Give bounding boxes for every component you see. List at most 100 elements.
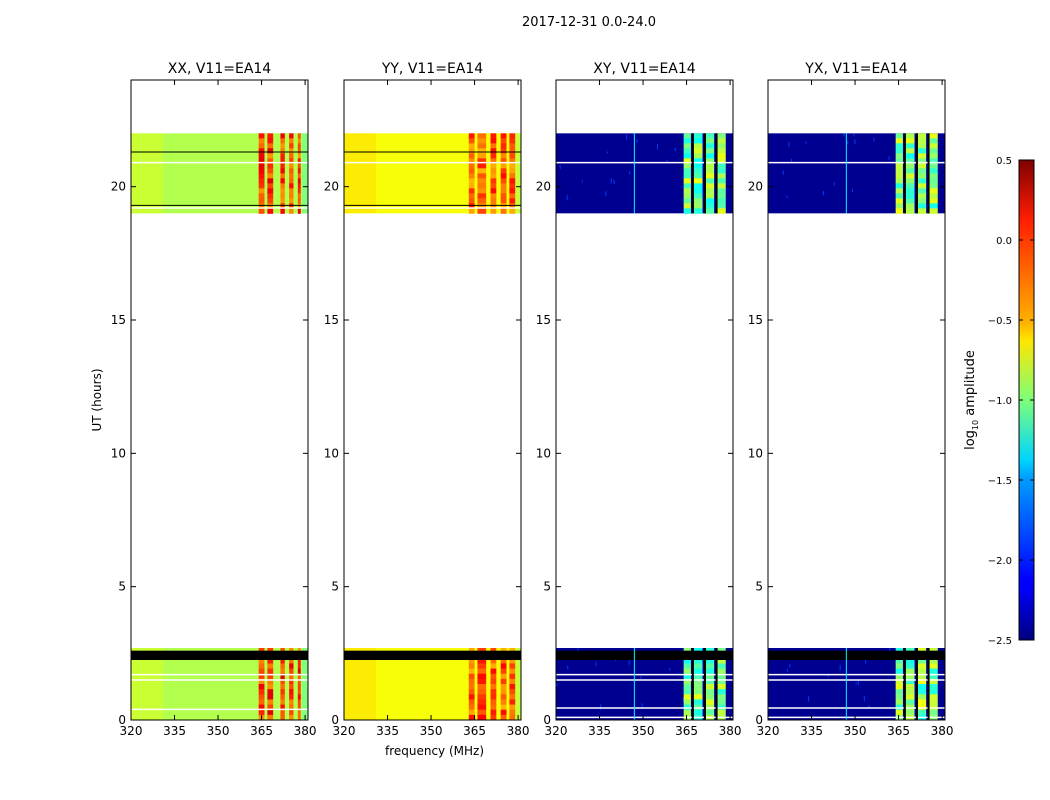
rfi-cell xyxy=(705,663,715,670)
noise-speck xyxy=(628,660,630,665)
rfi-cell xyxy=(490,658,497,664)
rfi-cell xyxy=(258,173,265,179)
rfi-cell xyxy=(477,694,487,700)
rfi-cell xyxy=(267,153,274,159)
rfi-cell xyxy=(929,183,938,189)
noise-speck xyxy=(610,178,612,184)
rfi-cell xyxy=(297,678,301,685)
noise-speck xyxy=(788,141,790,148)
rfi-cell xyxy=(297,163,301,169)
rfi-cell xyxy=(929,663,938,670)
panel-3: YX, V11=EA14 320 335 350 365 380 0 5 10 15 20 xyxy=(748,61,954,738)
rfi-cell xyxy=(509,709,516,716)
rfi-cell xyxy=(895,689,903,695)
rfi-cell xyxy=(468,158,475,164)
rfi-cell xyxy=(917,684,927,690)
rfi-cell xyxy=(490,709,497,716)
rfi-cell xyxy=(297,148,301,154)
rfi-cell xyxy=(895,668,903,675)
rfi-cell xyxy=(717,193,726,199)
rfi-cell xyxy=(917,178,927,184)
rfi-cell xyxy=(705,178,715,184)
rfi-cell xyxy=(280,678,285,685)
rfi-cell xyxy=(490,699,497,706)
rfi-cell xyxy=(705,168,715,174)
rfi-cell xyxy=(509,673,516,680)
rfi-cell xyxy=(490,138,497,144)
y-tick-label: 5 xyxy=(118,580,126,594)
rfi-cell xyxy=(895,153,903,159)
rfi-cell xyxy=(693,678,703,685)
rfi-cell xyxy=(258,668,265,675)
rfi-cell xyxy=(490,673,497,680)
colorbar-label-prefix: log xyxy=(963,430,978,450)
data-block-shade xyxy=(131,133,163,214)
rfi-cell xyxy=(717,148,726,154)
noise-speck xyxy=(641,703,643,709)
x-tick-label: 335 xyxy=(588,724,611,738)
rfi-cell xyxy=(917,148,927,154)
rfi-cell xyxy=(917,678,927,685)
x-tick-label: 350 xyxy=(844,724,867,738)
rfi-cell xyxy=(717,208,726,214)
rfi-cell xyxy=(500,193,507,199)
rfi-cell xyxy=(705,148,715,154)
rfi-cell xyxy=(280,699,285,706)
noise-speck xyxy=(873,137,875,142)
rfi-cell xyxy=(267,138,274,144)
rfi-cell xyxy=(500,173,507,179)
flagged-band xyxy=(131,650,308,660)
rfi-cell xyxy=(929,193,938,199)
rfi-cell xyxy=(267,198,274,204)
rfi-cell xyxy=(258,148,265,154)
rfi-cell xyxy=(509,658,516,664)
flagged-band xyxy=(344,650,521,660)
rfi-cell xyxy=(500,178,507,184)
rfi-cell xyxy=(477,193,487,199)
rfi-cell xyxy=(477,133,487,139)
colorbar-tick-label: −1.5 xyxy=(988,476,1012,487)
rfi-cell xyxy=(267,714,274,721)
rfi-cell xyxy=(258,663,265,670)
rfi-cell xyxy=(297,188,301,194)
rfi-cell xyxy=(468,678,475,685)
rfi-cell xyxy=(297,673,301,680)
rfi-cell xyxy=(693,178,703,184)
rfi-cell xyxy=(683,163,691,169)
rfi-cell xyxy=(693,198,703,204)
rfi-cell xyxy=(509,193,516,199)
rfi-cell xyxy=(905,183,915,189)
rfi-cell xyxy=(258,178,265,184)
rfi-cell xyxy=(280,689,285,695)
y-tick-label: 5 xyxy=(755,580,763,594)
column-gap xyxy=(703,133,706,214)
x-tick-label: 320 xyxy=(757,724,780,738)
rfi-cell xyxy=(683,168,691,174)
rfi-cell xyxy=(297,203,301,209)
colorbar-tick-label: 0.5 xyxy=(996,156,1012,167)
rfi-cell xyxy=(929,148,938,154)
rfi-cell xyxy=(468,173,475,179)
rfi-cell xyxy=(683,178,691,184)
data-block xyxy=(768,133,945,214)
rfi-cell xyxy=(258,684,265,690)
rfi-cell xyxy=(280,133,285,139)
rfi-cell xyxy=(917,694,927,700)
rfi-cell xyxy=(905,178,915,184)
rfi-cell xyxy=(490,133,497,139)
rfi-cell xyxy=(705,673,715,680)
rfi-cell xyxy=(267,663,274,670)
x-tick-label: 380 xyxy=(507,724,530,738)
rfi-cell xyxy=(500,158,507,164)
rfi-cell xyxy=(917,658,927,664)
rfi-cell xyxy=(500,203,507,209)
noise-speck xyxy=(581,179,583,183)
rfi-cell xyxy=(717,663,726,670)
rfi-cell xyxy=(500,188,507,194)
rfi-cell xyxy=(509,668,516,675)
rfi-cell xyxy=(289,684,294,690)
rfi-cell xyxy=(929,658,938,664)
rfi-cell xyxy=(490,168,497,174)
rfi-cell xyxy=(929,178,938,184)
rfi-cell xyxy=(509,704,516,711)
